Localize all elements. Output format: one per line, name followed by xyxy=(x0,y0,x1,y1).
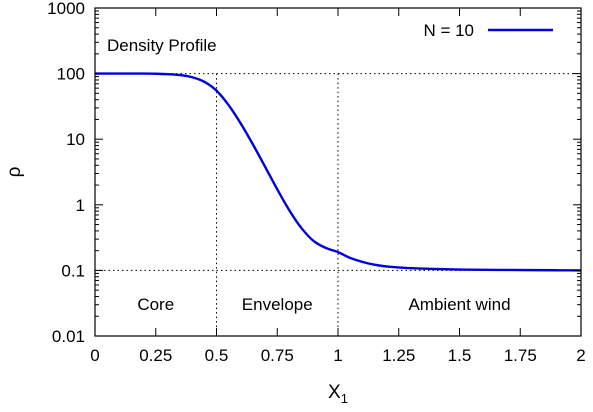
axis-ticks xyxy=(94,7,582,337)
y-tick-label: 0.01 xyxy=(52,327,85,346)
tick-labels: 0 0.25 0.5 0.75 1 1.25 1.5 1.75 2 0.01 0.1 1 10 100 10… xyxy=(47,0,586,365)
series-layer xyxy=(94,72,582,272)
x-tick-label: 0.25 xyxy=(139,346,172,365)
region-label-ambient-wind: Ambient wind xyxy=(408,295,510,314)
x-tick-label: 1 xyxy=(333,346,342,365)
region-label-core: Core xyxy=(137,295,174,314)
series-line-n10 xyxy=(94,72,582,272)
y-tick-label: 1 xyxy=(76,196,85,215)
y-tick-label: 1000 xyxy=(47,0,85,18)
x-tick-label: 1.5 xyxy=(448,346,472,365)
x-tick-label: 0.5 xyxy=(205,346,229,365)
x-axis-label-main: X xyxy=(328,382,341,403)
density-profile-label: Density Profile xyxy=(107,36,217,55)
x-tick-label: 0.75 xyxy=(261,346,294,365)
y-tick-label: 100 xyxy=(57,65,85,84)
x-tick-label: 1.25 xyxy=(382,346,415,365)
legend: N = 10 xyxy=(423,21,553,40)
plot-frame xyxy=(94,7,582,337)
region-label-envelope: Envelope xyxy=(242,295,313,314)
y-tick-label: 0.1 xyxy=(61,261,85,280)
x-tick-label: 0 xyxy=(90,346,99,365)
y-axis-label: ρ xyxy=(4,166,25,177)
x-tick-label: 2 xyxy=(576,346,585,365)
x-tick-label: 1.75 xyxy=(504,346,537,365)
y-tick-label: 10 xyxy=(66,130,85,149)
legend-label: N = 10 xyxy=(423,21,474,40)
x-axis-label: X1 xyxy=(328,382,348,406)
x-axis-label-subscript: 1 xyxy=(341,391,348,406)
